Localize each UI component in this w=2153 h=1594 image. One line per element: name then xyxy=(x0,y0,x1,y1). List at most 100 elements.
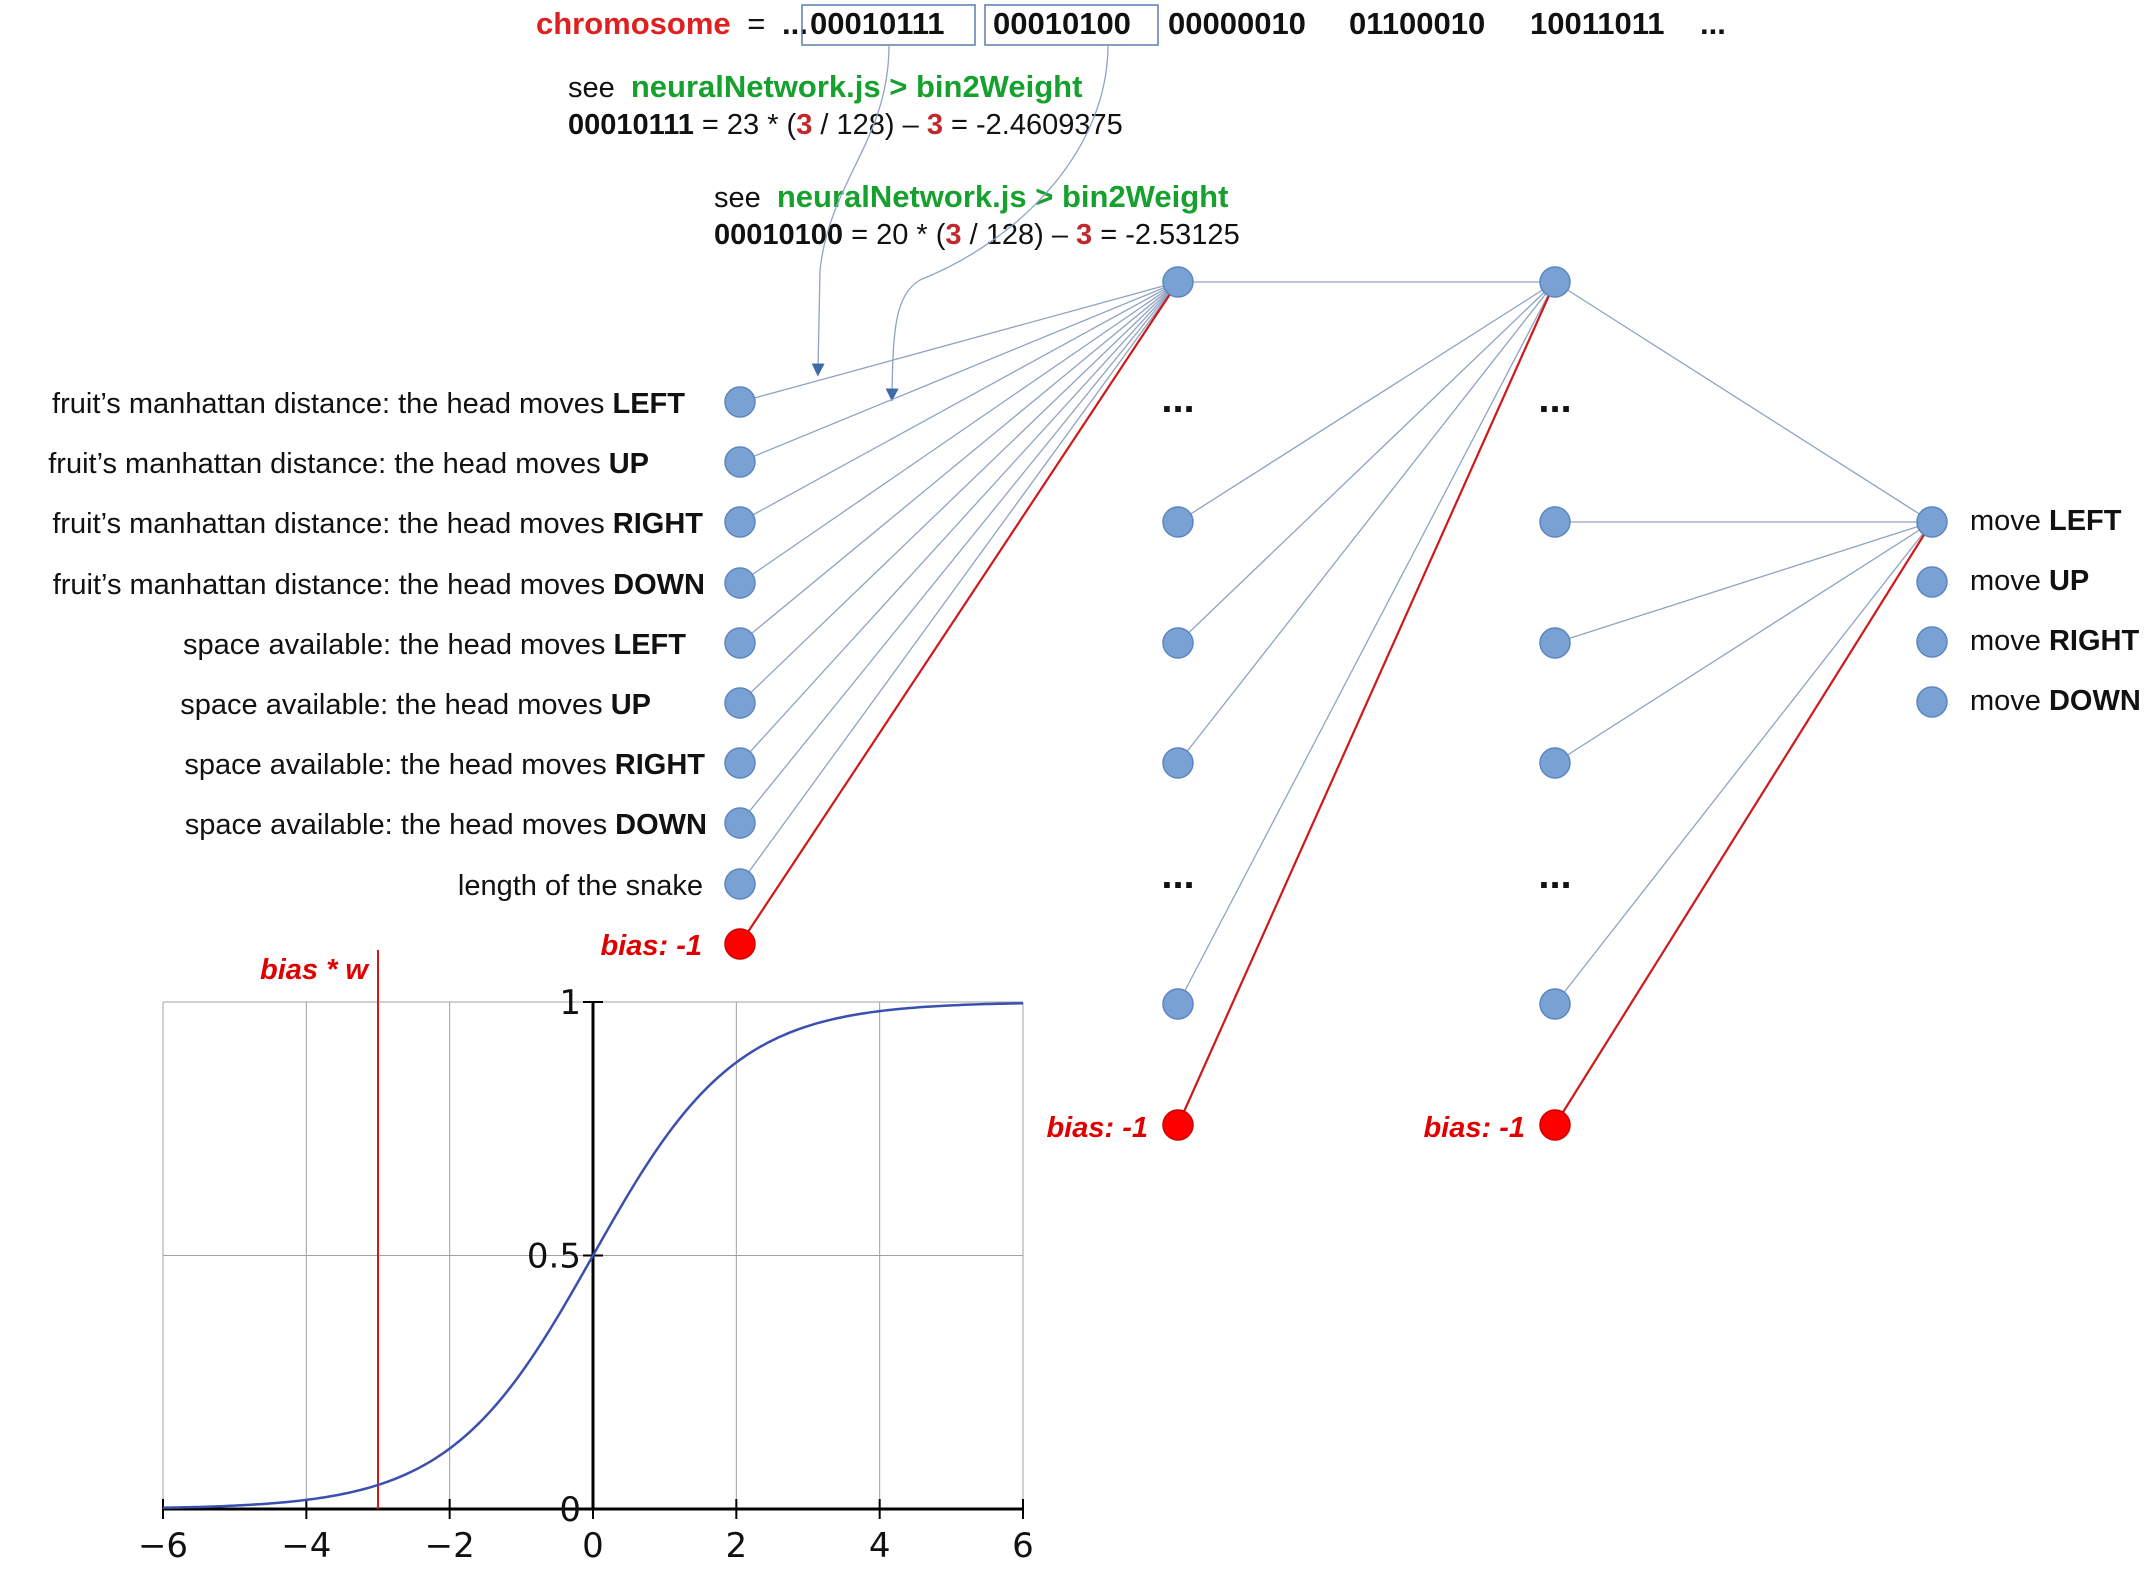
hidden1-ellipsis-bottom: ... xyxy=(1161,853,1194,897)
hidden2-bias-node xyxy=(1539,1109,1571,1141)
network-edges xyxy=(739,281,1933,1126)
input-label-7: space available: the head moves RIGHT xyxy=(184,749,705,781)
input-node-6 xyxy=(724,687,756,719)
gene-2: 00010100 xyxy=(993,6,1131,41)
note-2-reference: neuralNetwork.js > bin2Weight xyxy=(777,179,1229,214)
edge-hidden2-bias-to-output xyxy=(1554,521,1933,1126)
note-1-bits: 00010111 xyxy=(568,109,694,141)
output-node-left xyxy=(1916,506,1948,538)
note-1-see: see xyxy=(568,72,615,104)
input-label-5: space available: the head moves LEFT xyxy=(183,629,686,661)
sigmoid-curve xyxy=(162,1002,1024,1509)
chromosome-trail-ellipsis: ... xyxy=(1700,6,1726,41)
note-1-three-b: 3 xyxy=(927,109,943,141)
chart-x-tick-label: 6 xyxy=(1012,1526,1034,1566)
edge-input-9-to-hidden1 xyxy=(739,281,1179,885)
edge-input-3-to-hidden1 xyxy=(739,281,1179,523)
hidden-layer-2: ... ... bias: -1 xyxy=(1423,266,1572,1144)
weight-note-1: see neuralNetwork.js > bin2Weight 000101… xyxy=(568,69,1123,141)
hidden2-bias-label: bias: -1 xyxy=(1423,1112,1525,1144)
edge-hidden2-5-to-output xyxy=(1554,521,1933,1005)
input-layer: fruit’s manhattan distance: the head mov… xyxy=(48,386,756,962)
input-node-5 xyxy=(724,627,756,659)
chart-x-tick-label: −6 xyxy=(138,1526,188,1566)
output-label-down: move DOWN xyxy=(1970,685,2141,717)
edge-input-8-to-hidden1 xyxy=(739,281,1179,824)
hidden1-node-4 xyxy=(1162,747,1194,779)
hidden2-node-4 xyxy=(1539,747,1571,779)
edge-input-1-to-hidden1 xyxy=(739,281,1179,403)
hidden1-bias-node xyxy=(1162,1109,1194,1141)
hidden1-node-1 xyxy=(1162,266,1194,298)
output-layer: move LEFT move UP move RIGHT move DOWN xyxy=(1916,505,2141,718)
note-2-formula-result: = -2.53125 xyxy=(1092,219,1240,251)
note-1-reference: neuralNetwork.js > bin2Weight xyxy=(631,69,1083,104)
input-node-7 xyxy=(724,747,756,779)
hidden1-ellipsis-top: ... xyxy=(1161,377,1194,421)
chart-y-tick-label: 1 xyxy=(559,983,581,1023)
output-label-up: move UP xyxy=(1970,565,2089,597)
chart-x-tick-label: 4 xyxy=(869,1526,891,1566)
hidden2-node-5 xyxy=(1539,988,1571,1020)
chromosome-label: chromosome xyxy=(536,6,731,41)
weight-note-2: see neuralNetwork.js > bin2Weight 000101… xyxy=(714,179,1240,251)
gene-4: 01100010 xyxy=(1349,6,1485,41)
edge-hidden2-3-to-output xyxy=(1554,521,1933,644)
edge-hidden1-bias-to-hidden2 xyxy=(1176,281,1557,1126)
input-node-4 xyxy=(724,567,756,599)
input-bias-label: bias: -1 xyxy=(600,930,702,962)
edge-input-bias-to-hidden1 xyxy=(739,281,1179,945)
input-label-3: fruit’s manhattan distance: the head mov… xyxy=(52,508,703,540)
edge-input-7-to-hidden1 xyxy=(739,281,1179,764)
note-2-formula-mid: / 128) – xyxy=(962,219,1076,251)
edge-hidden1-3-to-hidden2 xyxy=(1177,281,1556,644)
gene-1-arrow xyxy=(811,44,890,377)
chart-x-tick-label: −2 xyxy=(425,1526,475,1566)
note-1-three-a: 3 xyxy=(796,109,812,141)
edge-hidden1-4-to-hidden2 xyxy=(1177,281,1556,764)
input-bias-node xyxy=(724,928,756,960)
note-2-formula-pre: = 20 * ( xyxy=(843,219,946,251)
input-label-4: fruit’s manhattan distance: the head mov… xyxy=(53,569,705,601)
note-1-formula-result: = -2.4609375 xyxy=(943,109,1123,141)
gene-3: 00000010 xyxy=(1168,6,1306,41)
svg-text:see neuralNetwork.js > b: see neuralNetwork.js > bin2Weight xyxy=(714,179,1228,214)
edge-hidden2-1-to-output xyxy=(1554,281,1933,523)
output-node-up xyxy=(1916,566,1948,598)
hidden1-node-5 xyxy=(1162,988,1194,1020)
hidden2-node-3 xyxy=(1539,627,1571,659)
hidden2-node-1 xyxy=(1539,266,1571,298)
edge-hidden1-2-to-hidden2 xyxy=(1177,281,1556,523)
input-label-6: space available: the head moves UP xyxy=(180,689,651,721)
input-node-8 xyxy=(724,807,756,839)
gene-2-arrow xyxy=(885,44,1109,402)
hidden-layer-1: ... ... bias: -1 xyxy=(1046,266,1195,1144)
chart-x-tick-label: 2 xyxy=(726,1526,748,1566)
edge-input-4-to-hidden1 xyxy=(739,281,1179,584)
note-2-three-a: 3 xyxy=(945,219,961,251)
hidden2-node-2 xyxy=(1539,506,1571,538)
input-label-8: space available: the head moves DOWN xyxy=(185,809,707,841)
input-node-9 xyxy=(724,868,756,900)
hidden1-bias-label: bias: -1 xyxy=(1046,1112,1148,1144)
note-2-bits: 00010100 xyxy=(714,219,843,251)
note-2-three-b: 3 xyxy=(1076,219,1092,251)
input-label-1: fruit’s manhattan distance: the head mov… xyxy=(52,388,685,420)
svg-text:00010111 = 23 * (3 / 128) – 3: 00010111 = 23 * (3 / 128) – 3 = -2.46093… xyxy=(568,109,1123,141)
output-node-down xyxy=(1916,686,1948,718)
bias-w-label: bias * w xyxy=(260,954,370,986)
note-1-formula-pre: = 23 * ( xyxy=(694,109,797,141)
input-label-9: length of the snake xyxy=(458,870,703,902)
note-2-see: see xyxy=(714,182,761,214)
chart-x-tick-label: −4 xyxy=(281,1526,331,1566)
output-node-right xyxy=(1916,626,1948,658)
output-label-right: move RIGHT xyxy=(1970,625,2139,657)
svg-text:chromosome = ...: chromosome = ... xyxy=(536,6,808,41)
input-node-3 xyxy=(724,506,756,538)
edge-hidden2-4-to-output xyxy=(1554,521,1933,764)
gene-1: 00010111 xyxy=(810,6,945,41)
note-1-formula-mid: / 128) – xyxy=(812,109,926,141)
sigmoid-chart: −6 −4 −2 0 2 4 6 0 0.5 1 bias * w xyxy=(138,950,1034,1566)
output-label-left: move LEFT xyxy=(1970,505,2122,537)
input-label-2: fruit’s manhattan distance: the head mov… xyxy=(48,448,649,480)
